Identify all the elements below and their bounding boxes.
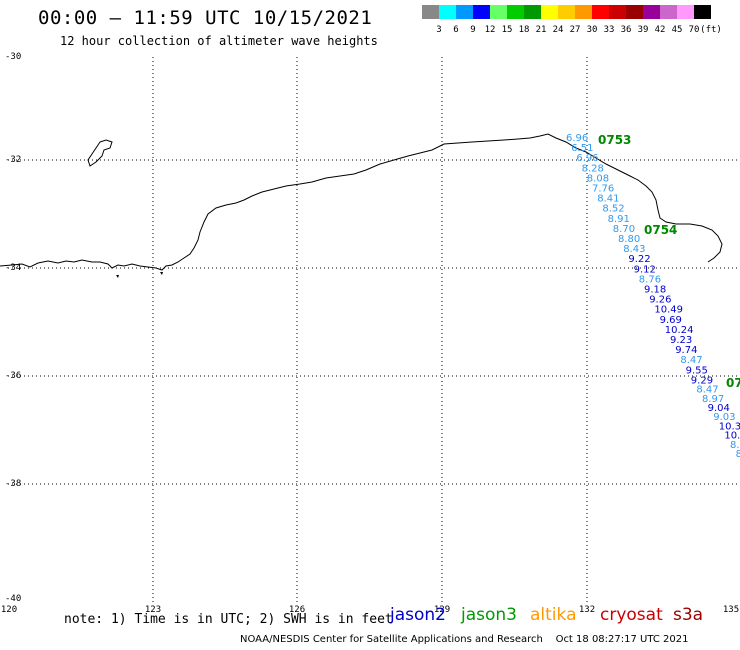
swh-reading: 9.04 bbox=[708, 403, 730, 414]
swh-reading: 6.51 bbox=[571, 143, 593, 154]
lon-label: 129 bbox=[433, 605, 451, 615]
pass-time-label: 07 bbox=[726, 376, 740, 390]
swh-reading: 10.11 bbox=[724, 431, 740, 442]
satellite-cryosat: cryosat bbox=[600, 605, 663, 625]
island bbox=[87, 139, 113, 167]
legend-swatch bbox=[490, 5, 507, 19]
legend-label: 9 bbox=[470, 25, 476, 35]
swh-reading: 9.29 bbox=[691, 375, 713, 386]
legend-swatch bbox=[507, 5, 524, 19]
swh-reading: 8. bbox=[736, 449, 740, 460]
legend-swatch bbox=[422, 5, 439, 19]
lat-label: -40 bbox=[5, 594, 22, 604]
swh-reading: 6.96 bbox=[576, 153, 598, 164]
lat-label: -32 bbox=[5, 155, 22, 165]
small-islet bbox=[116, 275, 119, 278]
legend-label: 21 bbox=[535, 25, 547, 35]
lon-label: 123 bbox=[144, 605, 162, 615]
legend-swatch bbox=[524, 5, 541, 19]
satellite-jason3: jason3 bbox=[461, 605, 517, 625]
legend-label: 30 bbox=[586, 25, 598, 35]
swh-reading: 9.22 bbox=[628, 254, 650, 265]
swh-reading: 9.74 bbox=[675, 345, 697, 356]
swh-reading: 8.76 bbox=[639, 274, 661, 285]
map-subtitle: 12 hour collection of altimeter wave hei… bbox=[60, 34, 378, 48]
lat-label: -38 bbox=[5, 479, 22, 489]
lat-lon-grid bbox=[8, 57, 740, 605]
legend-label: 39 bbox=[637, 25, 649, 35]
australia-coastline bbox=[0, 133, 723, 271]
swh-reading: 10.31 bbox=[719, 421, 740, 432]
pass-time-label: 0754 bbox=[644, 223, 677, 237]
swh-reading: 8.70 bbox=[613, 224, 635, 235]
swh-reading: 7.76 bbox=[592, 184, 614, 195]
swh-reading: 9.12 bbox=[634, 264, 656, 275]
swh-reading: 9.69 bbox=[660, 315, 682, 326]
legend-swatch bbox=[694, 5, 711, 19]
legend-label: 45 bbox=[671, 25, 683, 35]
legend-label: 33 bbox=[603, 25, 615, 35]
swh-reading: 6.96 bbox=[566, 133, 588, 144]
satellite-altika: altika bbox=[530, 605, 577, 625]
swh-reading: 8.08 bbox=[587, 173, 609, 184]
legend-swatch bbox=[473, 5, 490, 19]
credit-line: NOAA/NESDIS Center for Satellite Applica… bbox=[240, 634, 689, 645]
swh-reading: 8.7 bbox=[730, 440, 740, 451]
swh-reading: 10.49 bbox=[654, 305, 683, 316]
pass-time-label: 0753 bbox=[598, 133, 631, 147]
lon-label: 120 bbox=[0, 605, 18, 615]
footer-note: note: 1) Time is in UTC; 2) SWH is in fe… bbox=[64, 612, 393, 627]
legend-swatch bbox=[439, 5, 456, 19]
satellite-jason2: jason2 bbox=[390, 605, 446, 625]
legend-swatch bbox=[592, 5, 609, 19]
legend-swatch bbox=[558, 5, 575, 19]
legend-swatch bbox=[660, 5, 677, 19]
legend-label: 70 bbox=[688, 25, 700, 35]
lat-label: -36 bbox=[5, 371, 22, 381]
legend-label: (ft) bbox=[700, 25, 722, 35]
swh-reading: 8.80 bbox=[618, 234, 640, 245]
swh-reading: 9.23 bbox=[670, 335, 692, 346]
legend-swatch bbox=[575, 5, 592, 19]
lon-label: 132 bbox=[578, 605, 596, 615]
map-title: 00:00 – 11:59 UTC 10/15/2021 bbox=[38, 7, 373, 29]
legend-swatch bbox=[677, 5, 694, 19]
swh-reading: 8.47 bbox=[696, 385, 718, 396]
legend-label: 12 bbox=[484, 25, 496, 35]
legend-label: 6 bbox=[453, 25, 459, 35]
swh-reading: 8.52 bbox=[602, 204, 624, 215]
swh-reading: 8.43 bbox=[623, 244, 645, 255]
small-islet bbox=[160, 272, 163, 275]
lat-label: -30 bbox=[5, 52, 22, 62]
legend-swatch bbox=[643, 5, 660, 19]
swh-reading: 8.97 bbox=[702, 394, 724, 405]
swh-reading: 9.26 bbox=[649, 295, 671, 306]
legend-swatch bbox=[626, 5, 643, 19]
lon-label: 126 bbox=[288, 605, 306, 615]
swh-reading: 9.18 bbox=[644, 285, 666, 296]
legend-swatch bbox=[456, 5, 473, 19]
legend-swatch bbox=[609, 5, 626, 19]
swh-reading: 9.03 bbox=[713, 412, 735, 423]
swh-reading: 8.28 bbox=[582, 163, 604, 174]
legend-label: 15 bbox=[501, 25, 513, 35]
swh-reading: 10.24 bbox=[665, 325, 694, 336]
swh-reading: 8.91 bbox=[608, 214, 630, 225]
lon-label: 135 bbox=[722, 605, 740, 615]
satellite-s3a: s3a bbox=[673, 605, 704, 625]
legend-label: 42 bbox=[654, 25, 666, 35]
swh-reading: 8.47 bbox=[680, 355, 702, 366]
legend-label: 27 bbox=[569, 25, 581, 35]
swh-readings-track: 6.966.516.968.288.087.768.418.528.918.70… bbox=[566, 133, 740, 460]
legend-swatch bbox=[541, 5, 558, 19]
legend-label: 36 bbox=[620, 25, 632, 35]
swh-reading: 9.55 bbox=[686, 365, 708, 376]
legend-label: 18 bbox=[518, 25, 530, 35]
lat-label: -34 bbox=[5, 263, 22, 273]
legend-label: 24 bbox=[552, 25, 564, 35]
swh-reading: 8.41 bbox=[597, 194, 619, 205]
legend-label: 3 bbox=[436, 25, 442, 35]
